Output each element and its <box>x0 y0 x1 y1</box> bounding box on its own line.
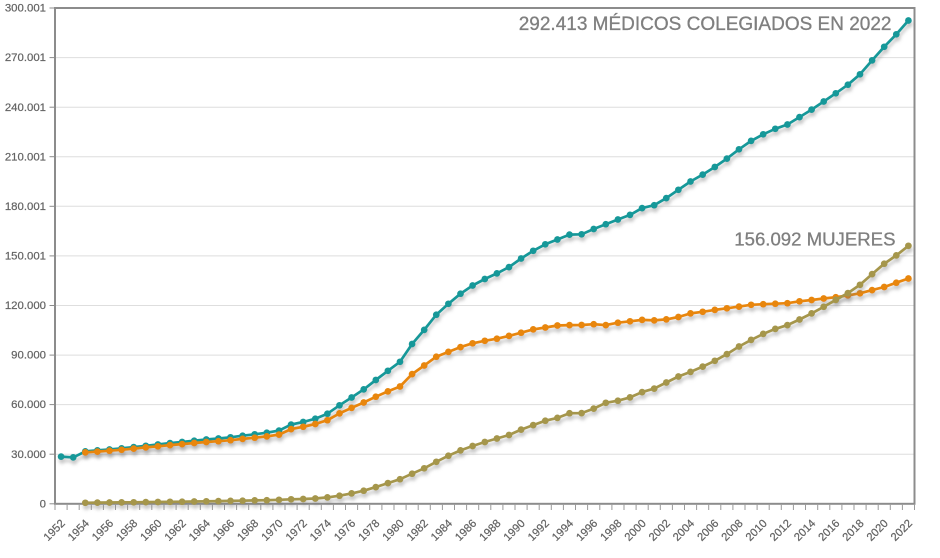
svg-text:90.000: 90.000 <box>11 350 46 362</box>
svg-text:30.000: 30.000 <box>11 449 46 461</box>
svg-text:300.001: 300.001 <box>5 3 46 15</box>
svg-text:210.001: 210.001 <box>5 151 46 163</box>
svg-text:156.092 MUJERES: 156.092 MUJERES <box>734 229 895 250</box>
svg-text:292.413 MÉDICOS COLEGIADOS EN: 292.413 MÉDICOS COLEGIADOS EN 2022 <box>519 14 892 35</box>
svg-text:60.000: 60.000 <box>11 399 46 411</box>
svg-text:150.001: 150.001 <box>5 251 46 263</box>
svg-text:240.001: 240.001 <box>5 102 46 114</box>
svg-text:120.000: 120.000 <box>5 300 46 312</box>
svg-text:270.001: 270.001 <box>5 52 46 64</box>
svg-text:0: 0 <box>40 498 46 510</box>
svg-text:180.001: 180.001 <box>5 201 46 213</box>
